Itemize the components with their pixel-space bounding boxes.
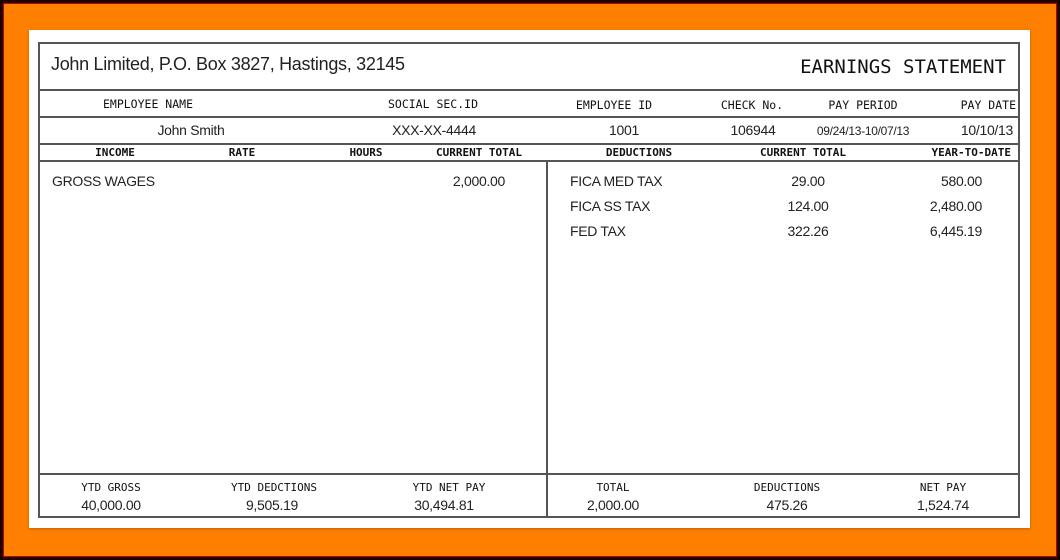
- check-number: 106944: [730, 122, 776, 138]
- ytd-net-pay-value: 30,494.81: [414, 497, 474, 513]
- income-current: 2,000.00: [452, 173, 505, 189]
- employee-id: 1001: [609, 122, 639, 138]
- total-value: 2,000.00: [586, 497, 640, 513]
- employee-id-label: EMPLOYEE ID: [575, 98, 653, 112]
- ssn: XXX-XX-4444: [392, 122, 476, 138]
- ytd-header: YEAR-TO-DATE: [931, 146, 1011, 159]
- ssn-label: SOCIAL SEC.ID: [387, 97, 479, 111]
- employee-name: John Smith: [157, 122, 225, 138]
- net-pay-value: 1,524.74: [916, 497, 970, 513]
- company-address: John Limited, P.O. Box 3827, Hastings, 3…: [51, 54, 405, 74]
- deductions-label: DEDUCTIONS: [753, 481, 821, 494]
- earnings-statement: John Limited, P.O. Box 3827, Hastings, 3…: [38, 42, 1020, 518]
- deduction-ytd: 6,445.19: [929, 223, 982, 239]
- deduction-current: 29.00: [791, 173, 825, 189]
- deduction-ytd: 2,480.00: [929, 198, 982, 214]
- pay-period: 09/24/13-10/07/13: [816, 124, 910, 138]
- deduction-name: FICA MED TAX: [570, 173, 663, 189]
- deductions-value: 475.26: [766, 497, 808, 513]
- ytd-net-pay-label: YTD NET PAY: [412, 481, 486, 494]
- deduction-name: FICA SS TAX: [570, 198, 651, 214]
- ytd-gross-label: YTD GROSS: [81, 481, 141, 494]
- employee-name-label: EMPLOYEE NAME: [102, 97, 194, 111]
- rate-header: RATE: [228, 146, 256, 159]
- income-name: GROSS WAGES: [52, 173, 155, 189]
- net-pay-label: NET PAY: [919, 481, 967, 494]
- ytd-deductions-label: YTD DEDCTIONS: [230, 481, 318, 494]
- pay-date: 10/10/13: [960, 122, 1013, 138]
- deduction-current: 124.00: [787, 198, 829, 214]
- statement-title: EARNINGS STATEMENT: [800, 56, 1006, 78]
- deduction-current: 322.26: [787, 223, 829, 239]
- ytd-deductions-value: 9,505.19: [245, 497, 299, 513]
- ytd-gross-value: 40,000.00: [81, 497, 141, 513]
- deduction-current-header: CURRENT TOTAL: [759, 146, 847, 159]
- deduction-name: FED TAX: [570, 223, 626, 239]
- hours-header: HOURS: [349, 146, 383, 159]
- total-label: TOTAL: [596, 481, 630, 494]
- deductions-header: DEDUCTIONS: [605, 146, 673, 159]
- pay-date-label: PAY DATE: [960, 98, 1016, 112]
- income-header: INCOME: [95, 146, 135, 159]
- current-total-header: CURRENT TOTAL: [435, 146, 523, 159]
- pay-period-label: PAY PERIOD: [828, 98, 898, 112]
- check-no-label: CHECK No.: [720, 98, 784, 112]
- paystub-paper: [29, 30, 1030, 528]
- deduction-ytd: 580.00: [940, 173, 982, 189]
